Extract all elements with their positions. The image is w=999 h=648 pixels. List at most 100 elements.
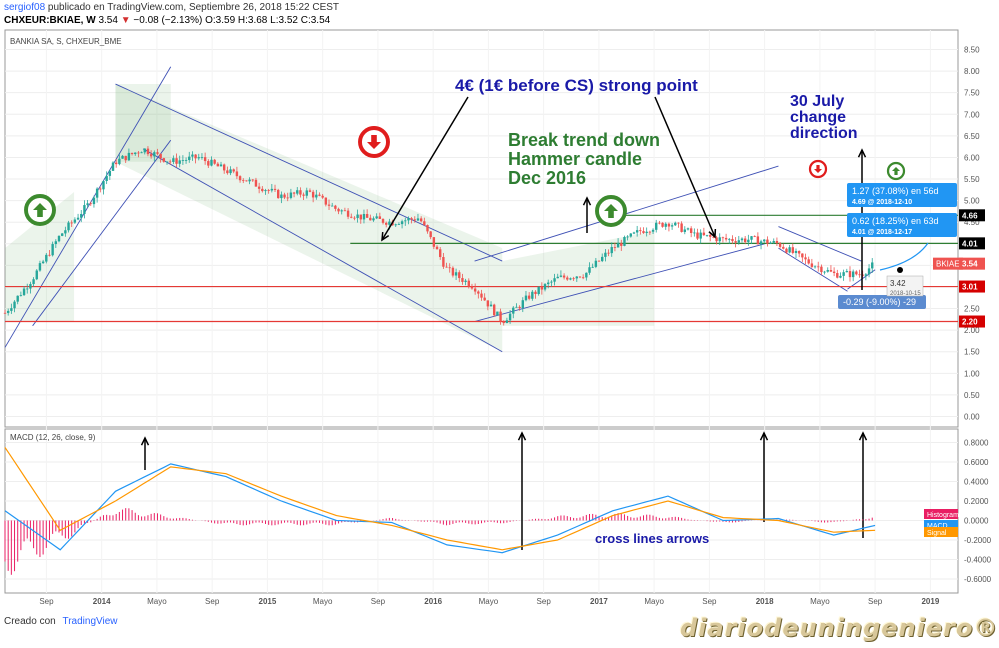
candle-body bbox=[680, 223, 683, 232]
candle-body bbox=[734, 241, 737, 243]
candle-body bbox=[454, 272, 458, 276]
candle-body bbox=[486, 300, 490, 307]
symbol-line: CHXEUR:BKIAE, W 3.54 ▼ −0.08 (−2.13%) O:… bbox=[4, 15, 330, 26]
series-line-macd bbox=[4, 463, 876, 554]
candle-body bbox=[350, 216, 353, 218]
candle-body bbox=[6, 310, 10, 313]
candle-body bbox=[724, 237, 728, 240]
price-tick-label: 1.50 bbox=[964, 348, 980, 357]
candle-body bbox=[788, 247, 791, 253]
projection-point bbox=[897, 267, 903, 273]
candle-body bbox=[356, 214, 359, 219]
candle-body bbox=[102, 180, 105, 190]
candle-body bbox=[108, 170, 112, 176]
candle-body bbox=[518, 306, 521, 309]
candle-body bbox=[188, 156, 191, 161]
candle-body bbox=[38, 263, 42, 271]
candle-body bbox=[620, 243, 623, 246]
footer: Creado con TradingView bbox=[4, 616, 118, 627]
candle-body bbox=[76, 217, 80, 220]
candle-body bbox=[763, 239, 766, 242]
candle-body bbox=[810, 263, 814, 267]
candle-body bbox=[222, 164, 226, 171]
candle-body bbox=[464, 280, 467, 282]
annotation-break-trend: Break trend down bbox=[508, 130, 660, 150]
channel-shade bbox=[5, 191, 75, 322]
candle-body bbox=[826, 270, 829, 272]
candle-body bbox=[581, 277, 585, 279]
arrow-strong-point-2-head bbox=[708, 228, 717, 239]
candle-body bbox=[365, 213, 369, 218]
candle-body bbox=[83, 205, 86, 214]
sell-signal-icon-arrow bbox=[367, 135, 381, 149]
candle-body bbox=[524, 295, 528, 301]
candle-body bbox=[194, 154, 197, 159]
price-axis-tag bbox=[959, 209, 985, 222]
candle-body bbox=[286, 197, 289, 199]
candle-body bbox=[473, 288, 477, 292]
candle-body bbox=[616, 243, 620, 248]
candle-body bbox=[296, 190, 299, 194]
sell-signal-icon-arrow bbox=[814, 165, 822, 173]
price-axis-tag-label: 4.01 bbox=[962, 239, 978, 248]
candle-body bbox=[197, 157, 200, 159]
candle-body bbox=[578, 276, 582, 278]
candle-body bbox=[461, 278, 464, 282]
candle-body bbox=[651, 229, 655, 232]
candle-body bbox=[721, 237, 725, 239]
candle-body bbox=[766, 239, 769, 244]
candle-body bbox=[64, 230, 67, 234]
candle-body bbox=[499, 311, 502, 322]
price-tick-label: 7.50 bbox=[964, 89, 980, 98]
macd-legend-tag-label: Histogram bbox=[927, 512, 959, 519]
time-tick-label: Mayo bbox=[479, 597, 499, 606]
price-axis-tag bbox=[959, 257, 985, 270]
candle-body bbox=[210, 159, 213, 166]
candle-body bbox=[57, 235, 61, 242]
annotation-dec-2016: Dec 2016 bbox=[508, 168, 586, 188]
candle-body bbox=[346, 210, 350, 217]
publisher-user[interactable]: sergiof08 bbox=[4, 2, 46, 13]
candle-body bbox=[302, 194, 305, 196]
candle-body bbox=[324, 197, 328, 205]
macd-tick-label: -0.2000 bbox=[964, 536, 992, 545]
candle-body bbox=[143, 148, 146, 153]
projection-box-1-line1: 1.27 (37.08%) en 56d bbox=[852, 186, 939, 196]
price-pane bbox=[4, 29, 959, 428]
price-axis-tag bbox=[959, 280, 985, 293]
candle-body bbox=[381, 218, 385, 223]
candle-body bbox=[229, 169, 232, 174]
candle-body bbox=[238, 176, 242, 181]
candle-body bbox=[140, 152, 143, 154]
candle-body bbox=[626, 236, 629, 238]
candle-body bbox=[635, 230, 639, 233]
candle-body bbox=[121, 155, 124, 159]
channel-line bbox=[115, 83, 503, 262]
tradingview-logo[interactable]: TradingView bbox=[62, 616, 118, 627]
candle-body bbox=[718, 237, 721, 242]
price-pane-title: BANKIA SA, S, CHXEUR_BME bbox=[10, 37, 122, 46]
candle-body bbox=[162, 158, 166, 162]
candle-body bbox=[86, 203, 89, 206]
candle-body bbox=[693, 232, 696, 234]
candle-body bbox=[172, 158, 175, 162]
candle-body bbox=[664, 223, 667, 227]
candle-body bbox=[191, 154, 194, 157]
candle-body bbox=[156, 152, 159, 154]
candle-body bbox=[753, 236, 756, 238]
candle-body bbox=[839, 275, 842, 278]
candle-body bbox=[292, 192, 296, 194]
candle-body bbox=[432, 237, 436, 247]
candle-body bbox=[731, 238, 734, 242]
candle-body bbox=[10, 308, 13, 311]
candle-body bbox=[311, 191, 315, 198]
candle-body bbox=[867, 268, 871, 275]
candle-body bbox=[168, 161, 172, 163]
macd-legend-tag-label: MACD bbox=[927, 523, 948, 530]
candle-body bbox=[591, 266, 594, 268]
candle-body bbox=[340, 210, 343, 212]
candle-body bbox=[642, 231, 645, 233]
macd-tick-label: -0.4000 bbox=[964, 556, 992, 565]
candle-body bbox=[569, 278, 572, 280]
